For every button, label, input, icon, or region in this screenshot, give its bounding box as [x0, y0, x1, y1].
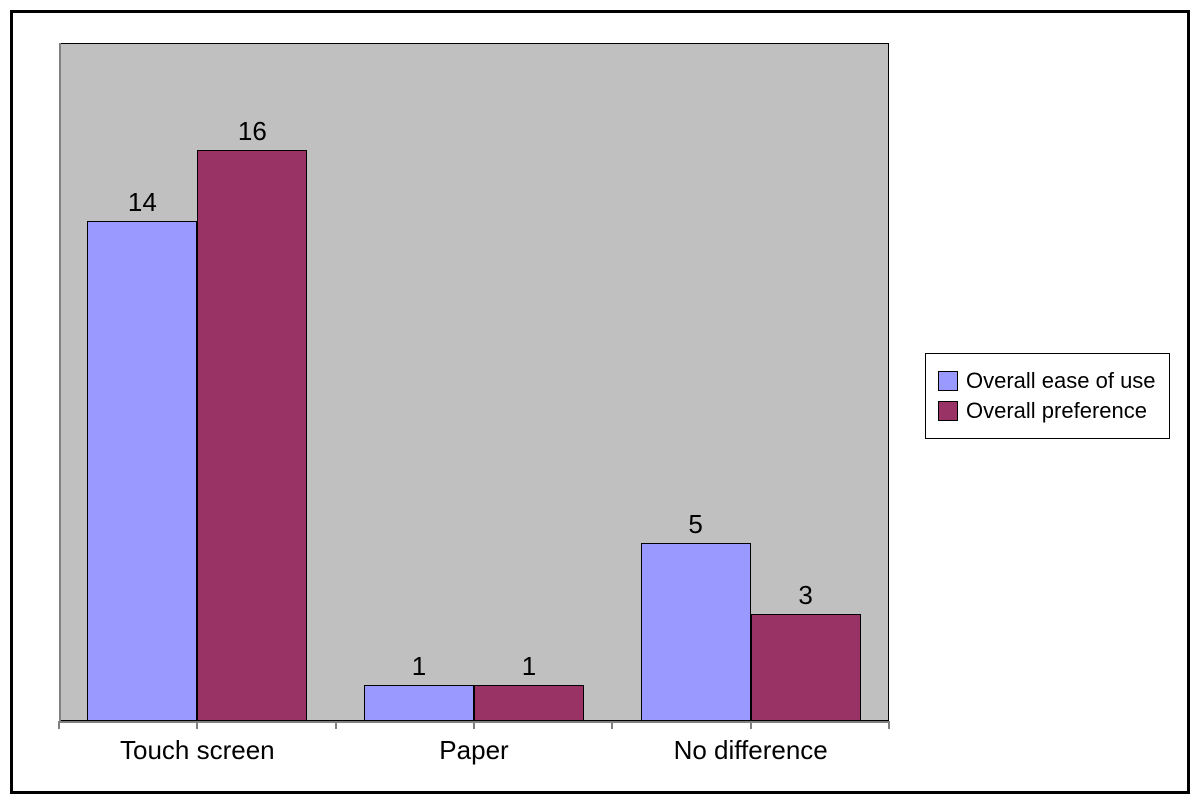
legend-swatch-icon — [938, 371, 958, 391]
category-label: Paper — [439, 735, 508, 766]
bar-value-label: 5 — [688, 509, 702, 540]
legend-swatch-icon — [938, 401, 958, 421]
legend: Overall ease of use Overall preference — [925, 353, 1170, 439]
legend-label: Overall preference — [966, 398, 1147, 424]
x-tick — [750, 721, 752, 729]
category-label: No difference — [674, 735, 828, 766]
bar-overall-preference-paper — [474, 685, 584, 721]
x-tick — [888, 721, 890, 729]
bar-value-label: 14 — [128, 187, 157, 218]
x-tick — [335, 721, 337, 729]
bar-value-label: 1 — [522, 651, 536, 682]
bar-overall-ease-of-use-paper — [364, 685, 474, 721]
bar-value-label: 3 — [798, 580, 812, 611]
x-tick — [196, 721, 198, 729]
bar-value-label: 16 — [238, 116, 267, 147]
y-axis — [59, 43, 61, 721]
bar-overall-ease-of-use-no-difference — [641, 543, 751, 721]
bar-overall-ease-of-use-touch-screen — [87, 221, 197, 721]
x-tick — [58, 721, 60, 729]
x-tick — [473, 721, 475, 729]
legend-item: Overall ease of use — [938, 368, 1157, 394]
bar-value-label: 1 — [412, 651, 426, 682]
legend-item: Overall preference — [938, 398, 1157, 424]
x-tick — [611, 721, 613, 729]
category-label: Touch screen — [120, 735, 275, 766]
legend-label: Overall ease of use — [966, 368, 1156, 394]
chart-frame: 14161153 Touch screenPaperNo difference … — [10, 10, 1190, 794]
bar-overall-preference-no-difference — [751, 614, 861, 721]
bar-overall-preference-touch-screen — [197, 150, 307, 721]
